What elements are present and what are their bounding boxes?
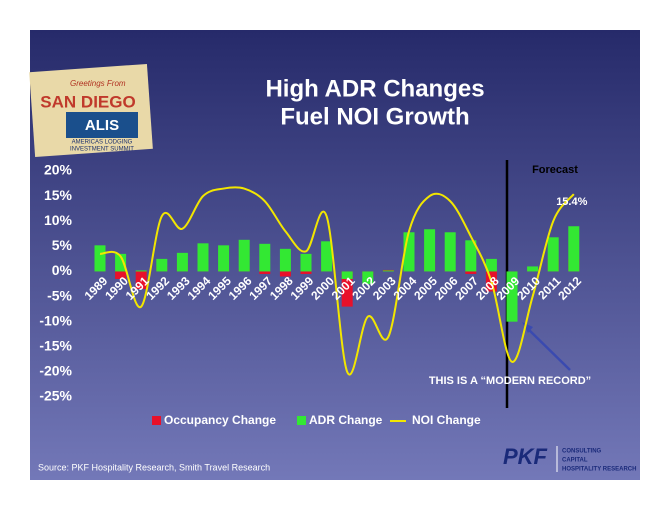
bar [465,271,477,274]
y-tick-label: 0% [52,262,73,278]
bar [341,271,353,279]
bar [341,271,353,307]
line [99,186,575,376]
bar [444,232,456,272]
legend-swatch [297,416,306,425]
chart-title: High ADR Changes [265,75,484,102]
bar [547,237,559,272]
source: Source: PKF Hospitality Research, Smith … [38,462,270,472]
postcard-text: ALIS [85,117,119,134]
bar [94,245,106,272]
bar [279,271,291,277]
bar [300,253,312,272]
postcard-text: SAN DIEGO [40,92,135,111]
bar [135,270,147,272]
bar [279,248,291,272]
bar [300,271,312,274]
annotation: Forecast [532,164,578,176]
legend-swatch [152,416,161,425]
bar [197,243,209,272]
bar [568,226,580,272]
bar [115,253,127,272]
bar [156,258,168,272]
bar [218,245,230,272]
postcard-logo: Greetings From SAN DIEGO ALIS AMERICAS L… [29,63,153,158]
y-tick-label: -15% [39,337,72,353]
pkf-text: CAPITAL [562,458,588,464]
bar [506,271,518,322]
postcard-text: AMERICAS LODGING [72,140,133,146]
bar [403,232,415,272]
alis-box [66,112,138,138]
legend-label: NOI Change [412,413,481,427]
bar [115,271,127,279]
annotation-arrow [526,327,571,371]
y-tick-label: 5% [52,237,73,253]
bar [485,258,497,272]
legend: Occupancy Change ADR Change NOI Change [152,413,481,427]
y-tick-label: -20% [39,363,72,379]
bar [259,271,271,274]
postcard-text: INVESTMENT SUMMIT [70,147,134,153]
y-tick-label: 20% [44,162,73,178]
pkf-text: HOSPITALITY RESEARCH [562,467,636,473]
data-label: 15.4% [556,196,587,208]
bar [424,229,436,272]
pkf-text: PKF [503,444,548,469]
y-tick-label: 15% [44,187,73,203]
y-tick-label: -5% [47,287,72,303]
bar [321,241,333,272]
bar [465,240,477,272]
bar [135,271,147,290]
annotation: THIS IS A “MODERN RECORD” [429,375,591,387]
bar [527,266,539,272]
y-tick-label: 10% [44,212,73,228]
bar [362,271,374,284]
bar [176,252,188,272]
legend-label: ADR Change [309,413,383,427]
pkf-logo: PKF CONSULTING CAPITAL HOSPITALITY RESEA… [503,444,636,473]
y-tick-label: -10% [39,312,72,328]
bar [238,239,250,272]
bar [382,270,394,272]
chart-subtitle: Fuel NOI Growth [280,103,469,130]
y-tick-label: -25% [39,388,72,404]
pkf-text: CONSULTING [562,449,602,455]
bar [259,243,271,272]
postcard-text: Greetings From [70,79,126,88]
legend-label: Occupancy Change [164,413,276,427]
